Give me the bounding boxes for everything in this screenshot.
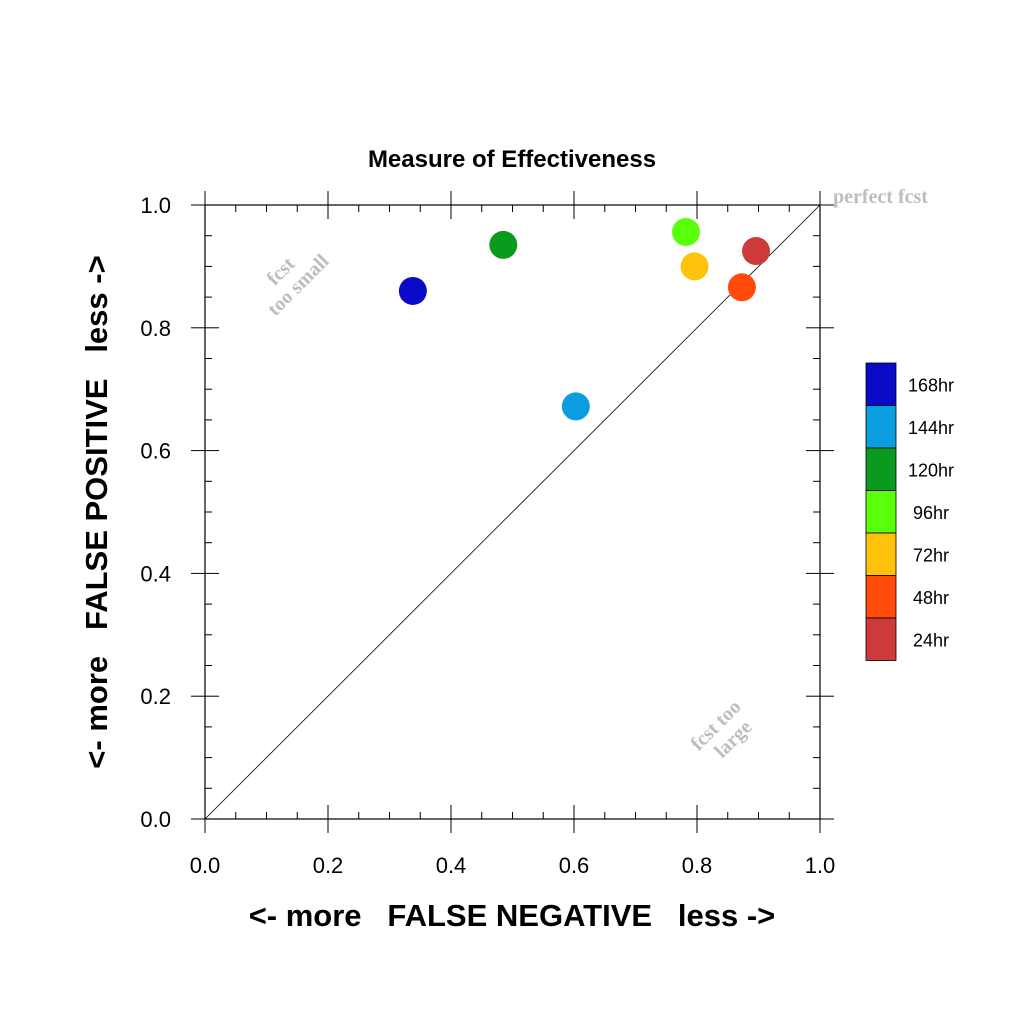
too-large-annotation: fcst too large [686, 692, 764, 770]
legend-label-120hr: 120hr [908, 460, 954, 480]
point-168hr [398, 276, 427, 305]
legend-label-144hr: 144hr [908, 418, 954, 438]
legend-label-168hr: 168hr [908, 375, 954, 395]
legend-label-96hr: 96hr [913, 503, 949, 523]
point-144hr [561, 392, 590, 421]
y-tick-label: 0.0 [140, 807, 171, 832]
x-tick-label: 0.4 [436, 853, 467, 878]
point-24hr [742, 237, 771, 266]
y-tick-label: 1.0 [140, 193, 171, 218]
point-72hr [680, 252, 709, 281]
y-tick-label: 0.2 [140, 684, 171, 709]
legend-swatch-120hr [865, 447, 897, 491]
legend: 168hr 144hr 120hr 96hr 72hr 48hr 24hr [865, 362, 954, 661]
x-axis-title: <- more FALSE NEGATIVE less -> [249, 898, 776, 933]
legend-swatch-48hr [865, 575, 897, 619]
plot-area: 0.0 0.2 0.4 0.6 0.8 1.0 0.0 0.2 0.4 0.6 0.8 1.0 [140, 191, 835, 878]
x-tick-label: 0.8 [682, 853, 713, 878]
legend-label-72hr: 72hr [913, 545, 949, 565]
x-tick-label: 0.6 [559, 853, 590, 878]
legend-swatch-144hr [865, 405, 897, 449]
legend-swatch-24hr [865, 617, 897, 661]
legend-label-48hr: 48hr [913, 588, 949, 608]
y-tick-label: 0.4 [140, 561, 171, 586]
x-tick-label: 1.0 [805, 853, 836, 878]
legend-swatch-96hr [865, 490, 897, 534]
y-tick-label: 0.6 [140, 439, 171, 464]
point-96hr [671, 218, 700, 247]
y-tick-labels: 0.0 0.2 0.4 0.6 0.8 1.0 [140, 193, 171, 832]
y-tick-label: 0.8 [140, 316, 171, 341]
y-axis-title: <- more FALSE POSITIVE less -> [79, 255, 114, 768]
legend-label-24hr: 24hr [913, 630, 949, 650]
data-points [398, 218, 771, 421]
too-small-annotation: fcst too small [248, 234, 334, 320]
diagonal-reference-line [204, 204, 821, 820]
perfect-fcst-annotation: perfect fcst [833, 186, 928, 208]
x-tick-label: 0.0 [190, 853, 221, 878]
x-tick-labels: 0.0 0.2 0.4 0.6 0.8 1.0 [190, 853, 836, 878]
axis-ticks [191, 191, 834, 833]
point-48hr [727, 273, 756, 302]
x-tick-label: 0.2 [313, 853, 344, 878]
legend-swatch-168hr [865, 362, 897, 406]
legend-swatch-72hr [865, 532, 897, 576]
chart-title: Measure of Effectiveness [368, 146, 656, 173]
point-120hr [489, 230, 518, 259]
